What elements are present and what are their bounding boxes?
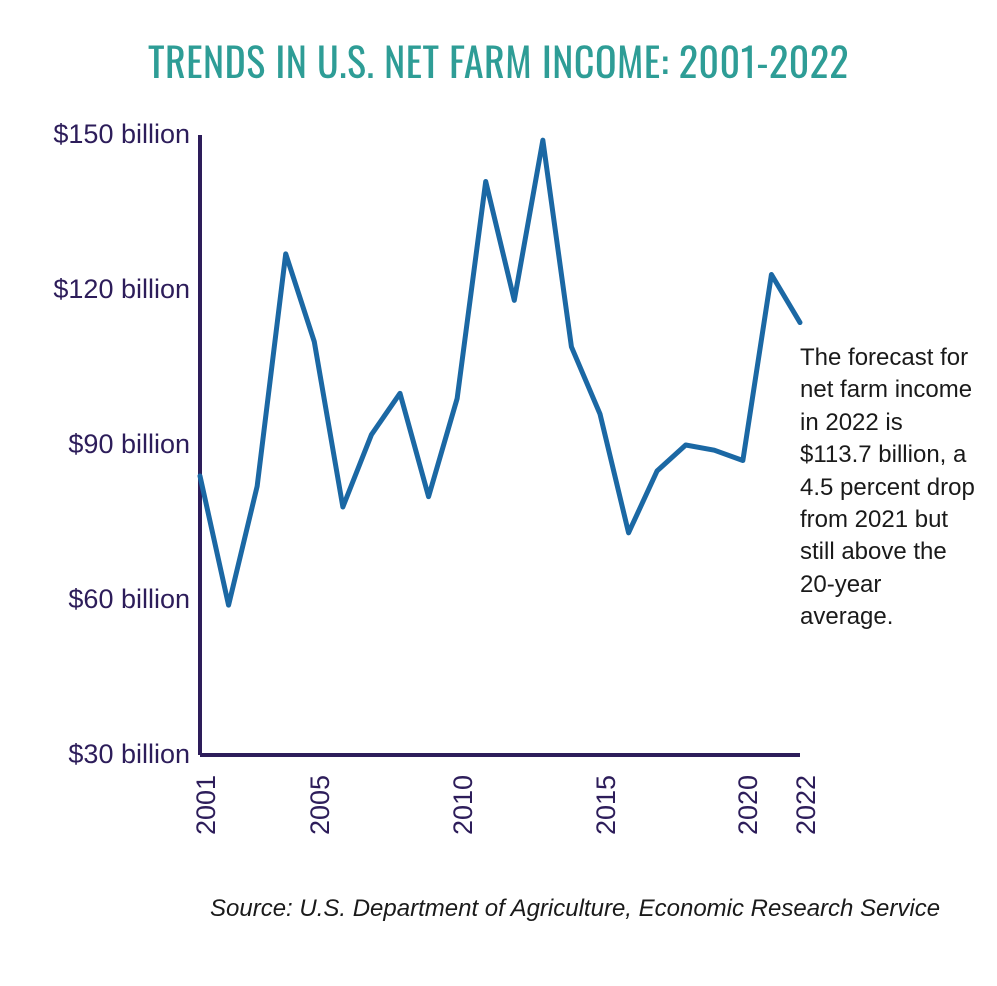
x-tick-label: 2001: [191, 775, 222, 835]
x-tick-label: 2020: [733, 775, 764, 835]
x-tick-label: 2022: [791, 775, 822, 835]
forecast-annotation: The forecast for net farm income in 2022…: [800, 342, 980, 634]
y-tick-label: $30 billion: [20, 739, 190, 770]
chart-container: TRENDS IN U.S. NET FARM INCOME: 2001-202…: [0, 0, 997, 986]
data-line: [200, 140, 800, 605]
x-tick-label: 2015: [591, 775, 622, 835]
x-tick-label: 2010: [448, 775, 479, 835]
y-tick-label: $120 billion: [20, 274, 190, 305]
source-citation: Source: U.S. Department of Agriculture, …: [210, 895, 940, 923]
y-tick-label: $90 billion: [20, 429, 190, 460]
y-tick-label: $60 billion: [20, 584, 190, 615]
y-tick-label: $150 billion: [20, 119, 190, 150]
line-chart: [180, 115, 820, 775]
x-tick-label: 2005: [305, 775, 336, 835]
chart-title: TRENDS IN U.S. NET FARM INCOME: 2001-202…: [0, 30, 997, 90]
